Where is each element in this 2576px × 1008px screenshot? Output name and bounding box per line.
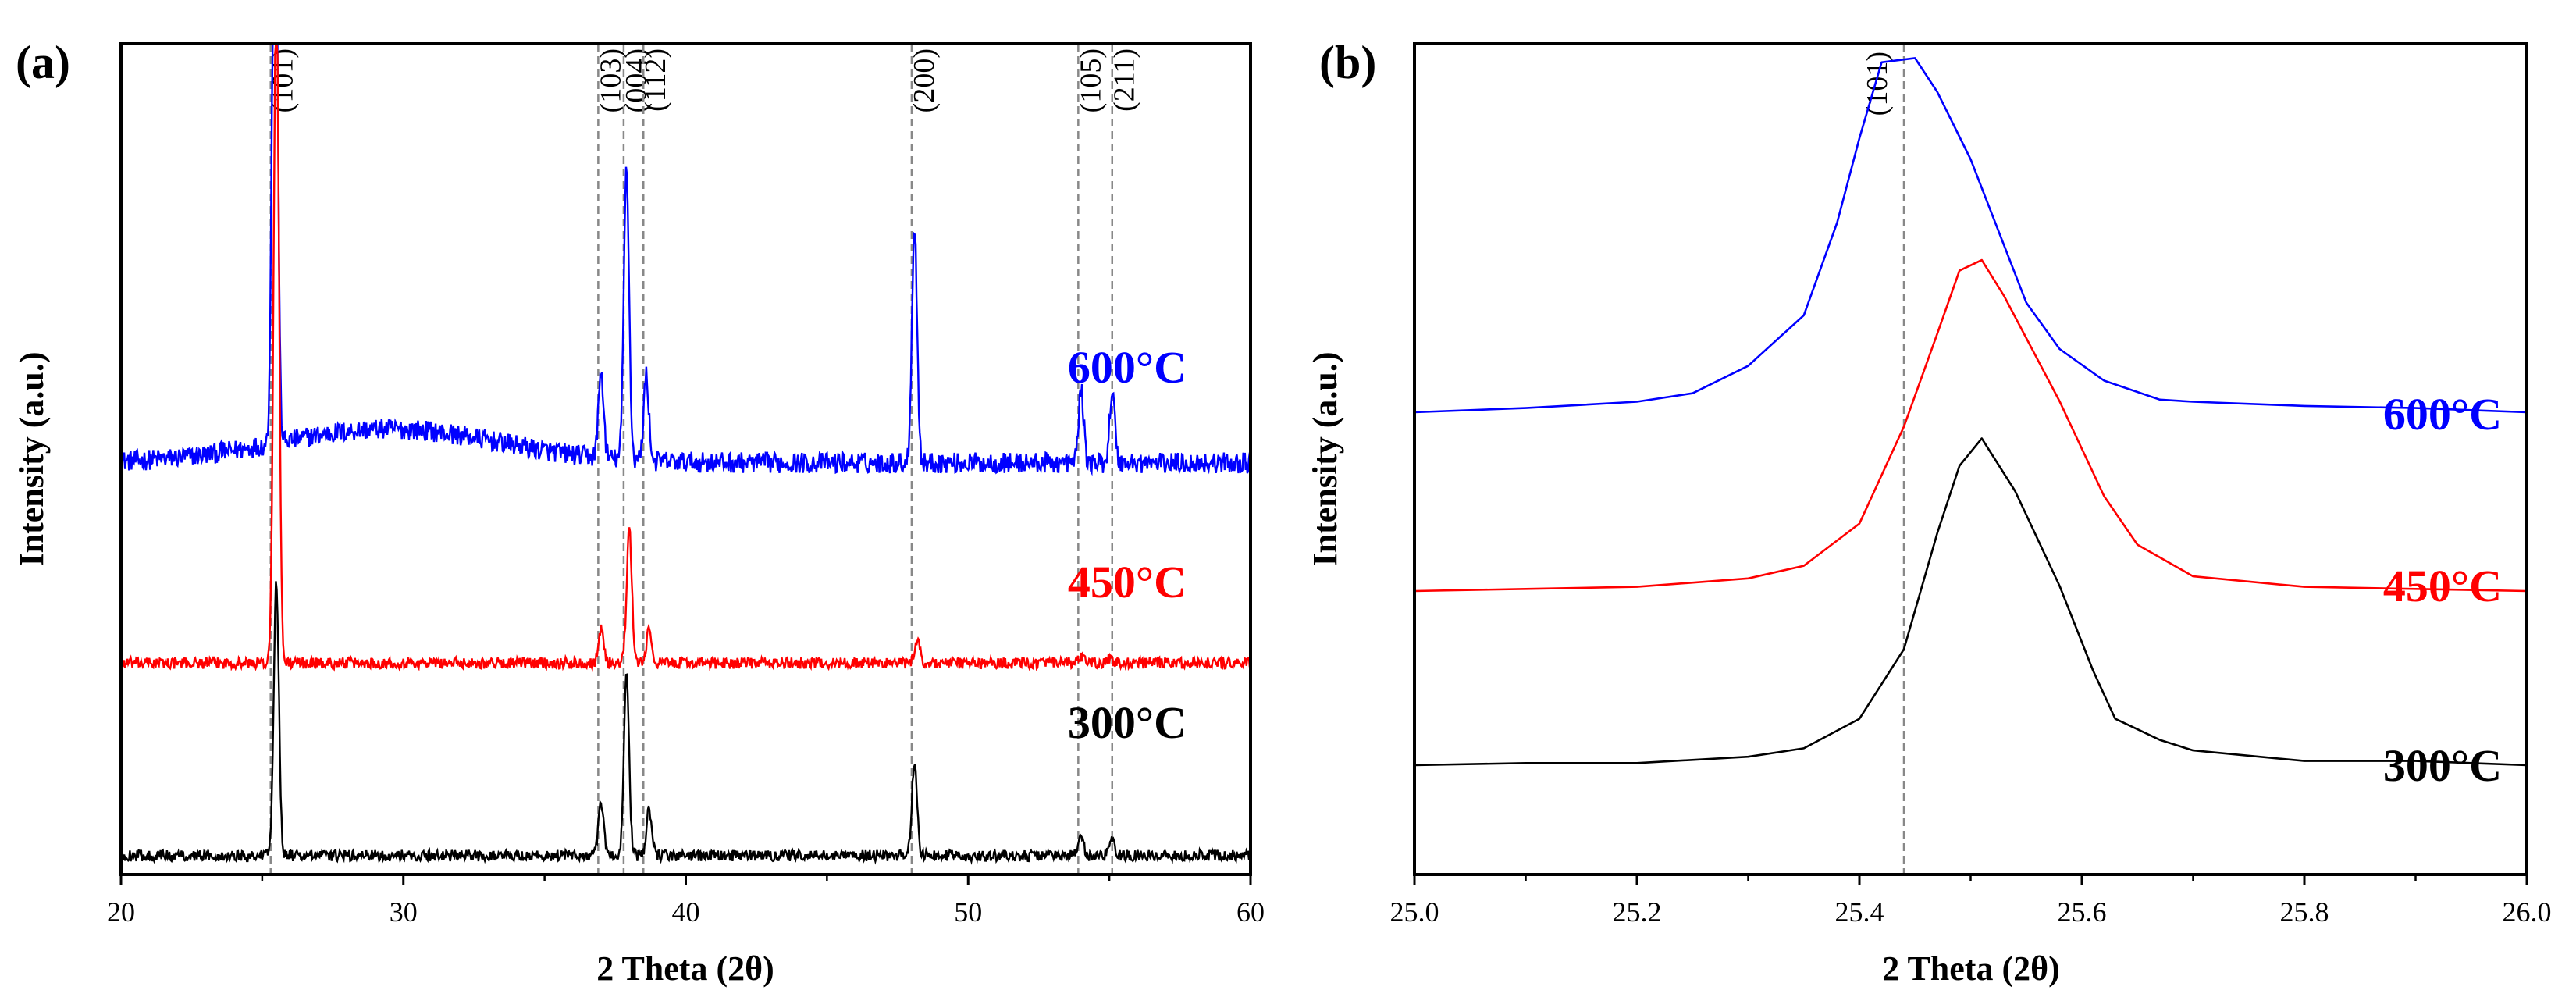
panel-a-peak-label: (105) — [1074, 48, 1107, 112]
panel-b-x-tick-label: 25.6 — [2058, 896, 2107, 928]
panel-b-series-line — [1414, 258, 2528, 593]
panel-b-series — [1414, 57, 2528, 767]
panel-a-series-label-450: 450°C — [1068, 557, 1187, 607]
panel-b-x-tick-label: 26.0 — [2503, 896, 2552, 928]
panel-a-series-label-300: 300°C — [1068, 697, 1187, 748]
panel-b-label: (b) — [1319, 37, 1376, 88]
panel-a-label: (a) — [16, 37, 70, 88]
panel-a-x-ticks: 20 30 40 50 60 — [107, 874, 1265, 928]
panel-b-series-line — [1414, 437, 2528, 767]
panel-a-peak-label: (004) — [620, 48, 653, 112]
panel-a-series-label-600: 600°C — [1068, 342, 1187, 393]
panel-a-y-axis-title: Intensity (a.u.) — [12, 351, 51, 566]
panel-b-series-label-600: 600°C — [2383, 389, 2502, 440]
panel-a-plot-frame — [119, 42, 1252, 876]
panel-a-reference-lines: (101) (103)(004)(112) (200) (105) (211) — [267, 44, 1141, 874]
panel-a-x-tick-label: 50 — [954, 896, 982, 928]
panel-a-x-tick-label: 60 — [1236, 896, 1265, 928]
panel-a-peak-label: (211) — [1108, 48, 1141, 112]
panel-b-x-tick-label: 25.4 — [1835, 896, 1884, 928]
panel-a-x-axis-title: 2 Theta (2θ) — [596, 949, 774, 988]
panel-b: (b) (101) 25.0 25.2 25.4 25.6 25.8 26.0 2 The… — [1306, 37, 2552, 988]
panel-b-y-axis-title: Intensity (a.u.) — [1306, 351, 1344, 566]
panel-b-x-tick-label: 25.8 — [2280, 896, 2329, 928]
panel-b-x-tick-label: 25.0 — [1390, 896, 1439, 928]
panel-a-series — [119, 42, 1252, 865]
panel-a-series-line — [119, 581, 1252, 865]
panel-a-peak-label: (103) — [594, 48, 627, 112]
panel-b-x-ticks: 25.0 25.2 25.4 25.6 25.8 26.0 — [1390, 874, 2552, 928]
panel-b-plot-frame — [1413, 42, 2528, 876]
panel-b-series-label-300: 300°C — [2383, 740, 2502, 791]
panel-b-series-label-450: 450°C — [2383, 561, 2502, 611]
panel-a-series-line — [119, 42, 1252, 672]
panel-a-peak-label: (112) — [639, 48, 672, 112]
panel-a-x-tick-label: 40 — [672, 896, 700, 928]
panel-b-x-axis-title: 2 Theta (2θ) — [1882, 949, 2059, 988]
panel-b-reference-lines: (101) — [1861, 44, 1905, 874]
panel-b-x-tick-label: 25.2 — [1613, 896, 1662, 928]
panel-a-x-tick-label: 20 — [107, 896, 135, 928]
panel-a-series-line — [120, 42, 1252, 476]
panel-a-peak-label: (200) — [908, 48, 941, 112]
panel-a: (a) (101) (103)(004)(112) (200) (105) (211) … — [12, 37, 1265, 988]
panel-a-x-tick-label: 30 — [390, 896, 418, 928]
panel-b-series-line — [1414, 57, 2528, 414]
